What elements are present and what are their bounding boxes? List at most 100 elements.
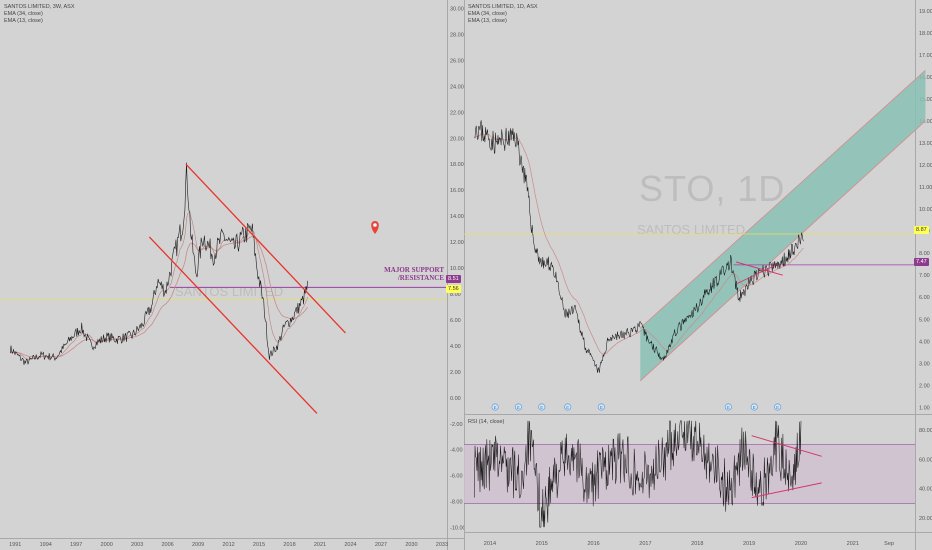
right-y-tick-label: 5.00 bbox=[919, 317, 930, 323]
left-chart-svg[interactable]: 30.00 28.00 26.00 24.00 22.00 20.00 18.00 16.00… bbox=[0, 0, 464, 550]
right-x-tick-label: 2014 bbox=[484, 541, 496, 547]
rsi-band-fill bbox=[464, 444, 915, 504]
channel-upper-line bbox=[639, 70, 926, 329]
right-y-tick-label: 6.00 bbox=[919, 295, 930, 301]
left-y-tick-label: 12.00 bbox=[450, 240, 464, 246]
right-x-tick-label: 2021 bbox=[847, 541, 859, 547]
right-x-tick-label: 2016 bbox=[587, 541, 599, 547]
right-y-tick-label: 10.00 bbox=[919, 207, 932, 213]
left-y-tick-label: 20.00 bbox=[450, 136, 464, 142]
left-x-tick-label: 2009 bbox=[192, 542, 204, 548]
left-chart-pane[interactable]: SANTOS LIMITED, 3W, ASX EMA (34, close) … bbox=[0, 0, 464, 550]
right-x-tick-label: 2018 bbox=[691, 541, 703, 547]
left-x-tick-label: 1994 bbox=[40, 542, 52, 548]
earnings-event-letter: E bbox=[566, 405, 569, 410]
right-chart-svg[interactable]: 19.00 18.00 17.00 16.00 15.00 14.00 13.00 12.00… bbox=[464, 0, 932, 550]
rsi-y-tick-label: 80.00 bbox=[919, 428, 932, 434]
left-x-tick-label: 2021 bbox=[314, 542, 326, 548]
earnings-event-letter: E bbox=[753, 405, 756, 410]
left-x-tick-label: 2030 bbox=[405, 542, 417, 548]
left-channel-lower-line bbox=[148, 236, 318, 414]
right-legend-symbol: SANTOS LIMITED, 1D, ASX bbox=[468, 4, 538, 10]
earnings-event-letter: E bbox=[600, 405, 603, 410]
rsi-legend: RSI (14, close) bbox=[468, 419, 505, 425]
right-x-tick-label: Sep bbox=[884, 541, 894, 547]
left-ema13-line bbox=[9, 212, 308, 360]
right-support-price-label: 7.47 bbox=[914, 258, 929, 266]
left-y-tick-label: 28.00 bbox=[450, 32, 464, 38]
rsi-trendline-lower bbox=[751, 482, 822, 499]
left-y-tick-label: 18.00 bbox=[450, 162, 464, 168]
left-x-tick-label: 2027 bbox=[375, 542, 387, 548]
left-legend-ema34: EMA (34, close) bbox=[4, 11, 43, 17]
channel-lower-line bbox=[639, 120, 926, 382]
earnings-event-marker bbox=[538, 403, 546, 411]
left-x-tick-label: 2003 bbox=[131, 542, 143, 548]
right-y-tick-label: 19.00 bbox=[919, 9, 932, 15]
left-x-tick-label: 2015 bbox=[253, 542, 265, 548]
annotation-line-1: MAJOR SUPPORT bbox=[384, 266, 444, 274]
right-y-tick-label: 16.00 bbox=[919, 75, 932, 81]
right-x-tick-label: 2017 bbox=[639, 541, 651, 547]
left-chart-legend: SANTOS LIMITED, 3W, ASX EMA (34, close) … bbox=[4, 4, 75, 25]
earnings-event-letter: E bbox=[517, 405, 520, 410]
earnings-event-marker bbox=[491, 403, 499, 411]
earnings-event-marker bbox=[514, 403, 523, 411]
right-x-tick-label: 2019 bbox=[743, 541, 755, 547]
left-x-tick-label: 2024 bbox=[344, 542, 356, 548]
annotation-line-2: /RESISTANCE bbox=[397, 274, 444, 282]
left-x-tick-label: 2012 bbox=[222, 542, 234, 548]
left-y-tick-label: 22.00 bbox=[450, 110, 464, 116]
right-y-tick-label: 4.00 bbox=[919, 339, 930, 345]
left-y-tick-label: -2.00 bbox=[450, 422, 463, 428]
right-y-tick-label: 17.00 bbox=[919, 53, 932, 59]
left-price-line bbox=[9, 162, 308, 365]
left-x-tick-label: 1997 bbox=[70, 542, 82, 548]
right-y-tick-label: 13.00 bbox=[919, 141, 932, 147]
right-y-tick-label: 18.00 bbox=[919, 31, 932, 37]
earnings-event-letter: E bbox=[776, 405, 779, 410]
left-support-price-label: 8.51 bbox=[446, 275, 461, 283]
support-resistance-annotation: MAJOR SUPPORT /RESISTANCE bbox=[380, 266, 444, 282]
left-legend-ema13: EMA (13, close) bbox=[4, 18, 43, 24]
earnings-event-marker bbox=[750, 403, 758, 411]
left-x-tick-label: 1991 bbox=[9, 542, 21, 548]
earnings-event-marker bbox=[597, 403, 605, 411]
left-y-tick-label: 26.00 bbox=[450, 58, 464, 64]
left-y-tick-label: -10.00 bbox=[450, 526, 464, 532]
right-y-tick-label: 3.00 bbox=[919, 361, 930, 367]
left-y-tick-label: 14.00 bbox=[450, 214, 464, 220]
left-x-tick-label: 2006 bbox=[162, 542, 174, 548]
left-y-tick-label: 30.00 bbox=[450, 6, 464, 12]
right-y-tick-label: 11.00 bbox=[919, 185, 932, 191]
left-y-tick-label: 8.00 bbox=[450, 292, 461, 298]
rsi-y-tick-label: 20.00 bbox=[919, 516, 932, 522]
left-y-tick-label: 6.00 bbox=[450, 318, 461, 324]
left-x-tick-label: 2033 bbox=[436, 542, 448, 548]
rsi-line bbox=[474, 420, 802, 528]
right-x-tick-label: 2015 bbox=[536, 541, 548, 547]
channel-fill bbox=[640, 70, 926, 382]
left-x-tick-label: 2018 bbox=[283, 542, 295, 548]
right-legend-ema13: EMA (13, close) bbox=[468, 18, 507, 24]
left-y-tick-label: -6.00 bbox=[450, 474, 463, 480]
right-trendline-upper bbox=[736, 261, 783, 276]
earnings-event-marker bbox=[724, 403, 732, 411]
right-chart-legend: SANTOS LIMITED, 1D, ASX EMA (34, close) … bbox=[468, 4, 538, 25]
earnings-event-marker bbox=[564, 403, 572, 411]
right-y-tick-label: 2.00 bbox=[919, 383, 930, 389]
left-y-tick-label: 4.00 bbox=[450, 344, 461, 350]
left-y-tick-label: -8.00 bbox=[450, 500, 463, 506]
left-y-tick-label: 16.00 bbox=[450, 188, 464, 194]
right-price-line bbox=[474, 120, 804, 373]
right-y-tick-label: 1.00 bbox=[919, 405, 930, 411]
left-x-tick-label: 2000 bbox=[101, 542, 113, 548]
earnings-event-letter: E bbox=[540, 405, 543, 410]
right-y-tick-label: 7.00 bbox=[919, 273, 930, 279]
right-x-tick-label: 2020 bbox=[795, 541, 807, 547]
left-y-tick-label: 10.00 bbox=[450, 266, 464, 272]
right-chart-pane[interactable]: SANTOS LIMITED, 1D, ASX EMA (34, close) … bbox=[464, 0, 932, 550]
right-y-tick-label: 14.00 bbox=[919, 119, 932, 125]
right-legend-ema34: EMA (34, close) bbox=[468, 11, 507, 17]
